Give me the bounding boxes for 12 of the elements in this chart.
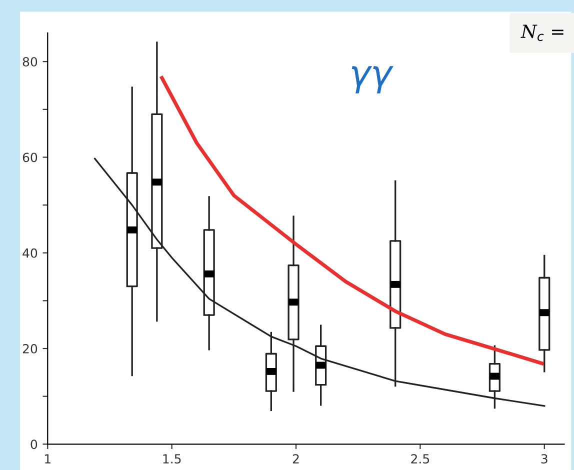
x-tick-label: 2: [292, 454, 299, 464]
y-tick-label: 80: [22, 57, 38, 67]
x-tick-label: 1.5: [163, 454, 181, 464]
annotation: γγ: [352, 66, 394, 94]
x-tick-label: 2.5: [411, 454, 430, 464]
x-tick-label: 1: [45, 454, 50, 464]
y-tick-label: 20: [22, 344, 38, 354]
y-tick-label: 60: [22, 152, 38, 162]
y-tick-label: 40: [22, 248, 38, 258]
annotation: N$_{c}$ =: [520, 24, 564, 42]
y-tick-label: 0: [30, 440, 38, 450]
x-tick-label: 3: [541, 454, 548, 464]
